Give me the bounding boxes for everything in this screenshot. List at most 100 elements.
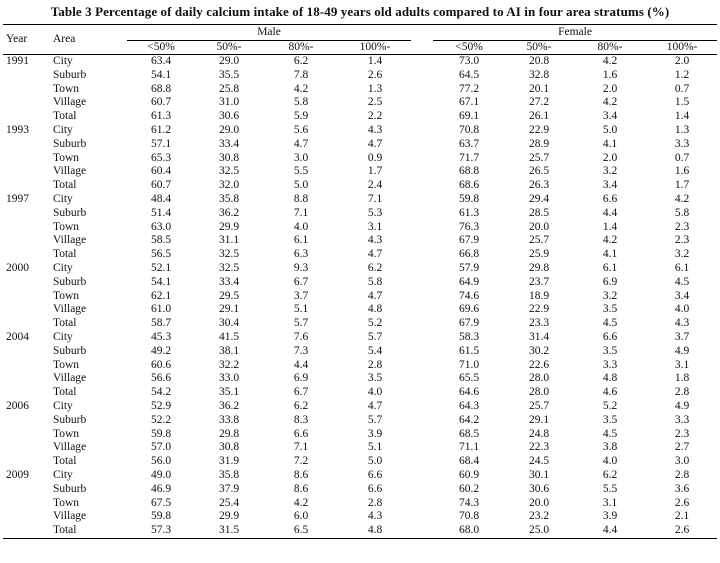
male-value-cell: 60.7 (150, 179, 172, 192)
female-value-cell: 3.5 (602, 413, 618, 426)
female-value-cell: 2.6 (674, 496, 690, 509)
table-row: 1993 City 61.2 29.0 5.6 4.3 70.8 22.9 5.0 1.3 (3, 124, 717, 138)
area-cell: Suburb (53, 275, 87, 288)
female-value-cell: 58.3 (458, 330, 480, 343)
table-row: Village 60.4 32.5 5.5 1.7 68.8 26.5 3.2 1.6 (3, 165, 717, 179)
male-value-cell: 4.0 (293, 220, 309, 233)
area-cell: Town (53, 289, 80, 302)
female-value-cell: 6.1 (674, 261, 690, 274)
male-value-cell: 5.0 (367, 455, 383, 468)
female-value-cell: 1.4 (602, 220, 618, 233)
female-value-cell: 2.6 (647, 524, 718, 539)
group-spacer (411, 345, 433, 359)
male-value-cell: 4.8 (339, 524, 412, 539)
female-value-cell: 23.2 (528, 510, 550, 523)
male-value-cell: 52.9 (150, 399, 172, 412)
area-cell: Village (53, 303, 87, 316)
male-value-cell: 7.6 (293, 330, 309, 343)
male-value-cell: 4.3 (367, 510, 383, 523)
year-cell (3, 510, 45, 524)
female-value-cell: 61.3 (458, 206, 480, 219)
male-value-cell: 3.9 (367, 427, 383, 440)
male-value-cell: 35.1 (218, 386, 240, 399)
year-cell (3, 428, 45, 442)
female-value-cell: 4.2 (674, 192, 690, 205)
male-value-cell: 54.2 (150, 386, 172, 399)
year-cell (3, 497, 45, 511)
female-value-cell: 73.0 (433, 53, 506, 69)
table-row: 1991 City 63.4 29.0 6.2 1.4 73.0 20.8 4.2 2.0 (3, 53, 718, 69)
male-value-cell: 32.0 (218, 179, 240, 192)
male-value-cell: 51.4 (150, 206, 172, 219)
male-value-cell: 4.7 (367, 248, 383, 261)
year-cell (3, 414, 45, 428)
male-value-cell: 38.1 (218, 344, 240, 357)
male-value-cell: 5.2 (367, 317, 383, 330)
male-value-cell: 29.1 (218, 303, 240, 316)
female-value-cell: 60.9 (458, 468, 480, 481)
female-value-cell: 4.8 (602, 372, 618, 385)
female-value-cell: 64.2 (458, 413, 480, 426)
female-value-cell: 22.3 (528, 441, 550, 454)
year-cell (3, 69, 45, 83)
female-value-cell: 70.8 (458, 123, 480, 136)
male-value-cell: 4.3 (367, 234, 383, 247)
female-value-cell: 22.6 (528, 358, 550, 371)
male-value-cell: 4.2 (293, 82, 309, 95)
group-spacer (411, 290, 433, 304)
female-value-cell: 1.2 (674, 68, 690, 81)
male-value-cell: 1.4 (339, 53, 412, 69)
area-cell: Suburb (53, 137, 87, 150)
male-value-cell: 4.7 (293, 137, 309, 150)
area-cell: Total (53, 248, 77, 261)
year-cell (3, 317, 45, 331)
female-value-cell: 28.0 (528, 386, 550, 399)
female-value-cell: 30.1 (528, 468, 550, 481)
male-value-cell: 6.2 (263, 53, 339, 69)
area-cell: City (53, 399, 73, 412)
area-cell: Suburb (53, 482, 87, 495)
male-value-cell: 3.7 (293, 289, 309, 302)
female-value-cell: 25.7 (528, 234, 550, 247)
female-value-cell: 5.2 (602, 399, 618, 412)
female-value-cell: 29.8 (528, 261, 550, 274)
male-bin-header: 80%- (288, 41, 314, 53)
male-value-cell: 6.9 (293, 372, 309, 385)
female-value-cell: 3.1 (602, 496, 618, 509)
female-value-cell: 29.4 (528, 192, 550, 205)
table-row: 2009 City 49.0 35.8 8.6 6.6 60.9 30.1 6.2 2.8 (3, 469, 717, 483)
male-value-cell: 35.5 (218, 68, 240, 81)
area-cell: Total (45, 524, 127, 539)
male-value-cell: 4.2 (293, 496, 309, 509)
table-row: Town 68.8 25.8 4.2 1.3 77.2 20.1 2.0 0.7 (3, 83, 717, 97)
table-row: 1997 City 48.4 35.8 8.8 7.1 59.8 29.4 6.6 4.2 (3, 193, 717, 207)
year-cell (3, 359, 45, 373)
female-value-cell: 69.6 (458, 303, 480, 316)
female-value-cell: 71.0 (458, 358, 480, 371)
year-header: Year (3, 24, 45, 55)
group-spacer (411, 276, 433, 290)
female-value-cell: 4.2 (573, 53, 648, 69)
male-value-cell: 37.9 (218, 482, 240, 495)
table-row: Town 65.3 30.8 3.0 0.9 71.7 25.7 2.0 0.7 (3, 152, 717, 166)
female-value-cell: 74.3 (458, 496, 480, 509)
female-value-cell: 4.5 (602, 427, 618, 440)
table-row: Town 59.8 29.8 6.6 3.9 68.5 24.8 4.5 2.3 (3, 428, 717, 442)
area-cell: Town (53, 427, 80, 440)
male-value-cell: 58.5 (150, 234, 172, 247)
male-value-cell: 61.0 (150, 303, 172, 316)
male-value-cell: 59.8 (150, 510, 172, 523)
male-value-cell: 29.8 (218, 427, 240, 440)
male-value-cell: 5.4 (367, 344, 383, 357)
area-cell: Total (53, 110, 77, 123)
group-spacer (411, 152, 433, 166)
male-value-cell: 30.4 (218, 317, 240, 330)
female-value-cell: 57.9 (458, 261, 480, 274)
group-spacer (411, 262, 433, 276)
male-value-cell: 8.6 (293, 468, 309, 481)
male-value-cell: 30.6 (218, 110, 240, 123)
female-value-cell: 68.6 (458, 179, 480, 192)
table-row: Total 57.3 31.5 6.5 4.8 68.0 25.0 4.4 2.6 (3, 524, 718, 539)
female-value-cell: 20.1 (528, 82, 550, 95)
male-value-cell: 6.0 (293, 510, 309, 523)
